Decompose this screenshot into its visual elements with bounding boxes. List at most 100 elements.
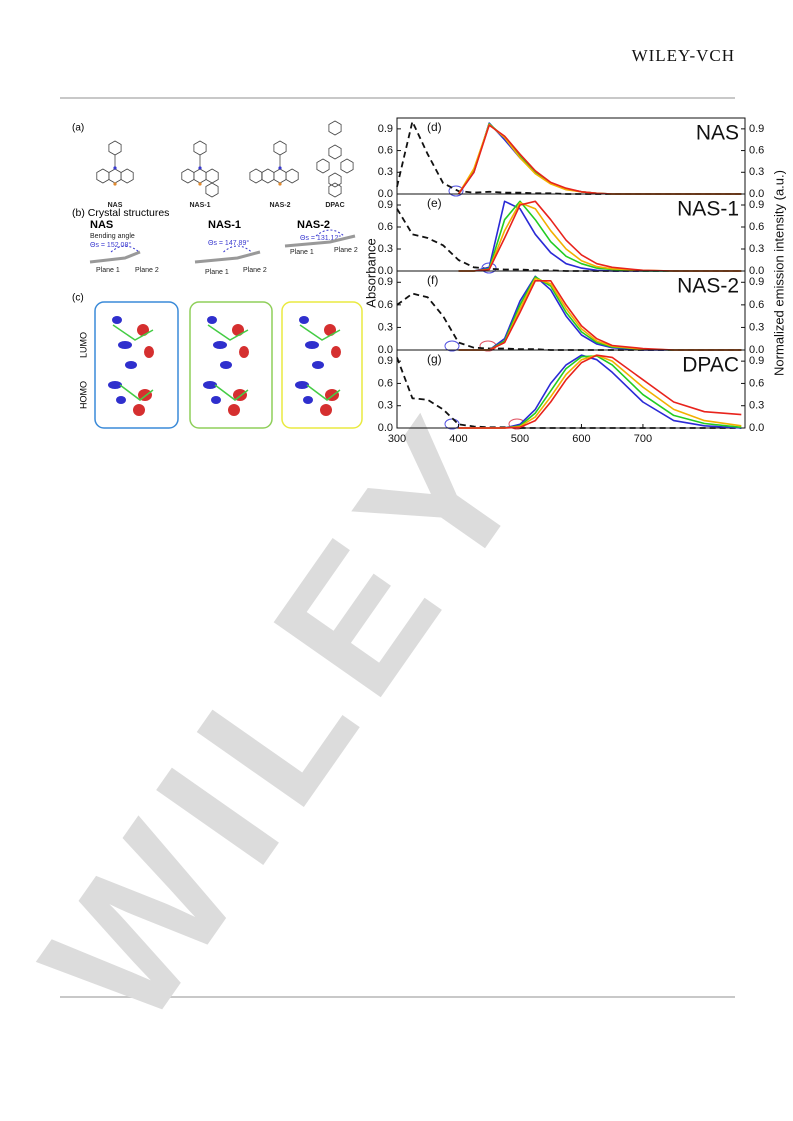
y2-tick-label: 0.9 <box>749 199 764 211</box>
panel-label: (e) <box>427 196 442 210</box>
panel-label: (c) <box>72 293 84 304</box>
y2-tick-label: 0.6 <box>749 144 764 156</box>
plane-label: Plane 1 <box>96 267 120 274</box>
y-tick-label: 0.9 <box>378 199 393 211</box>
atom <box>198 166 202 170</box>
orbital-box <box>94 301 179 429</box>
ring <box>96 168 110 184</box>
angle-arc <box>315 229 345 237</box>
y-axis-title: Absorbance <box>363 238 378 307</box>
orbital-lobe <box>211 396 221 404</box>
plane-label: Plane 1 <box>205 269 229 276</box>
orbital-lobe <box>239 346 249 358</box>
orbital-label: HOMO <box>78 381 88 409</box>
ring <box>273 140 287 156</box>
orbital-lobe <box>207 316 217 324</box>
y-tick-label: 0.0 <box>378 265 393 277</box>
panel-label: (g) <box>427 352 442 366</box>
ring <box>261 168 275 184</box>
y2-tick-label: 0.9 <box>749 355 764 367</box>
ring <box>108 168 122 184</box>
orbital-lobe <box>320 404 332 416</box>
orbital-lobe <box>324 324 336 336</box>
y-tick-label: 0.3 <box>378 166 393 178</box>
panel-label: (d) <box>427 120 442 134</box>
angle: Θs = 147.89° <box>208 239 249 247</box>
ring <box>108 140 122 156</box>
ring <box>205 168 219 184</box>
angle-arc <box>223 245 252 253</box>
orbital-lobe <box>295 381 309 389</box>
crystal-frame <box>284 234 356 248</box>
y2-axis-title: Normalized emission intensity (a.u.) <box>771 170 786 376</box>
y-tick-label: 0.3 <box>378 400 393 412</box>
marker <box>481 262 497 274</box>
atom <box>198 182 202 186</box>
publisher: WILEY-VCH <box>632 46 735 65</box>
onset-markers <box>444 185 526 430</box>
y2-tick-label: 0.3 <box>749 166 764 178</box>
plane-label: Plane 1 <box>290 249 314 256</box>
note: Bending angle <box>90 233 135 240</box>
ring <box>249 168 263 184</box>
orbital-box <box>281 301 363 429</box>
y2-tick-label: 0.3 <box>749 243 764 255</box>
orbital-lobe <box>299 316 309 324</box>
panel-title: NAS-1 <box>677 198 739 221</box>
skeleton <box>112 324 154 401</box>
orbital-lobe <box>312 361 324 369</box>
x-tick-label: 700 <box>634 433 652 445</box>
orbital-lobe <box>305 341 319 349</box>
skeleton <box>207 324 249 401</box>
figure-left: (a) NAS NAS-1 NAS-2 DPAC (b) Crystal str… <box>72 120 363 429</box>
molecule-name: DPAC <box>325 202 344 209</box>
panel-title: NAS-2 <box>677 275 739 298</box>
y2-tick-label: 0.9 <box>749 123 764 135</box>
crystal-frame <box>194 250 261 264</box>
y2-tick-label: 0.0 <box>749 422 764 434</box>
ring <box>181 168 195 184</box>
panel-label: (a) <box>72 123 84 134</box>
panel-title: NAS <box>696 122 739 145</box>
ring <box>120 168 134 184</box>
orbital-lobe <box>108 381 122 389</box>
x-tick-label: 500 <box>511 433 529 445</box>
spectrum-line <box>396 120 742 195</box>
ring <box>328 120 342 136</box>
y-tick-label: 0.0 <box>378 188 393 200</box>
orbital-lobe <box>220 361 232 369</box>
ring <box>193 140 207 156</box>
ring <box>285 168 299 184</box>
atom <box>113 166 117 170</box>
y2-tick-label: 0.9 <box>749 276 764 288</box>
angle: Θs = 131.12° <box>300 234 341 242</box>
orbital-lobe <box>144 346 154 358</box>
orbital-lobe <box>203 381 217 389</box>
y2-tick-label: 0.0 <box>749 344 764 356</box>
y-tick-label: 0.3 <box>378 243 393 255</box>
y2-tick-label: 0.6 <box>749 299 764 311</box>
spectrum-line <box>396 357 742 429</box>
plot-frame <box>396 117 746 195</box>
angle: Θs = 152.08° <box>90 241 131 249</box>
crystal-frame <box>89 250 141 264</box>
panel-label: (b) Crystal structures <box>72 207 169 219</box>
y-tick-label: 0.0 <box>378 422 393 434</box>
orbital-lobe <box>137 324 149 336</box>
y2-tick-label: 0.3 <box>749 400 764 412</box>
ring <box>273 168 287 184</box>
plane-label: Plane 2 <box>135 267 159 274</box>
y2-tick-label: 0.6 <box>749 377 764 389</box>
orbital-lobe <box>118 341 132 349</box>
orbital-lobe <box>133 404 145 416</box>
angle-arc <box>110 245 140 253</box>
ring <box>205 182 219 198</box>
y-tick-label: 0.9 <box>378 355 393 367</box>
orbital-lobe <box>232 324 244 336</box>
y2-tick-label: 0.3 <box>749 321 764 333</box>
crystal-name: NAS <box>90 219 113 231</box>
ring <box>316 158 330 174</box>
orbital-lobe <box>125 361 137 369</box>
marker <box>444 340 460 352</box>
